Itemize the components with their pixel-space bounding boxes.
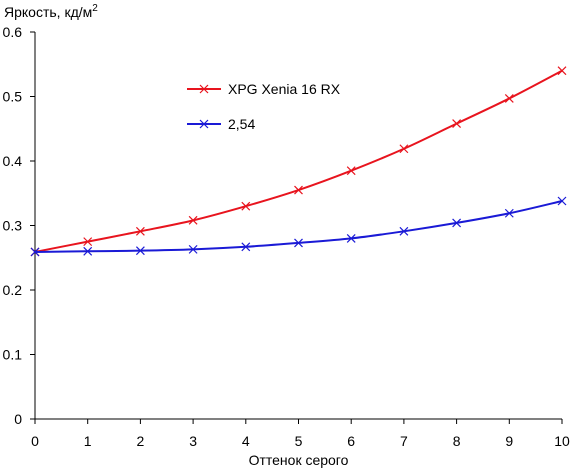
x-tick-label: 2 — [137, 433, 145, 449]
y-tick-label: 0.1 — [3, 347, 23, 363]
y-tick-label: 0.4 — [3, 153, 23, 169]
x-tick-label: 5 — [295, 433, 303, 449]
y-tick-label: 0.5 — [3, 89, 23, 105]
data-point — [135, 226, 145, 236]
x-tick-label: 0 — [31, 433, 39, 449]
data-point — [452, 119, 462, 129]
y-axis-title-text: Яркость, кд/м — [4, 4, 92, 20]
legend-label: 2,54 — [228, 116, 255, 132]
legend-marker — [199, 119, 209, 129]
y-axis: 0 0.1 0.2 0.3 0.4 0.5 0.6 — [3, 24, 36, 427]
data-point — [346, 166, 356, 176]
y-tick-label: 0.3 — [3, 218, 23, 234]
x-tick-label: 1 — [84, 433, 92, 449]
x-tick-label: 3 — [189, 433, 197, 449]
data-point — [135, 246, 145, 256]
series-line — [34, 69, 563, 253]
data-point — [504, 208, 514, 218]
x-tick-label: 4 — [242, 433, 250, 449]
data-point — [399, 144, 409, 154]
series-2 — [30, 196, 567, 257]
data-point — [504, 94, 514, 103]
data-point — [188, 244, 198, 254]
y-axis-title: Яркость, кд/м2 — [4, 3, 98, 20]
data-point — [557, 66, 567, 76]
y-axis-title-superscript: 2 — [92, 3, 98, 14]
y-tick-label: 0 — [14, 411, 22, 427]
legend-marker — [199, 84, 209, 94]
x-tick-label: 10 — [554, 433, 570, 449]
data-point — [83, 237, 93, 247]
data-point — [294, 185, 303, 195]
data-point — [188, 215, 198, 225]
data-point — [399, 226, 409, 236]
legend-item: XPG Xenia 16 RX — [187, 81, 341, 97]
data-point — [241, 242, 251, 252]
series-line — [34, 200, 563, 253]
data-point — [346, 233, 356, 243]
x-tick-label: 9 — [505, 433, 513, 449]
series-layer — [30, 66, 567, 257]
x-axis: 0 1 2 3 4 5 6 7 8 9 10 — [31, 418, 570, 449]
legend: XPG Xenia 16 RX 2,54 — [187, 81, 341, 132]
data-point — [557, 196, 567, 206]
legend-item: 2,54 — [187, 116, 255, 132]
y-tick-label: 0.2 — [3, 282, 23, 298]
data-point — [30, 247, 40, 257]
data-point — [83, 246, 93, 256]
data-point — [241, 201, 251, 211]
x-tick-label: 6 — [347, 433, 355, 449]
data-point — [452, 218, 462, 228]
x-tick-label: 7 — [400, 433, 408, 449]
x-tick-label: 8 — [453, 433, 461, 449]
x-axis-title: Оттенок серого — [249, 452, 349, 468]
y-tick-label: 0.6 — [3, 24, 23, 40]
legend-label: XPG Xenia 16 RX — [228, 81, 341, 97]
data-point — [294, 238, 303, 248]
